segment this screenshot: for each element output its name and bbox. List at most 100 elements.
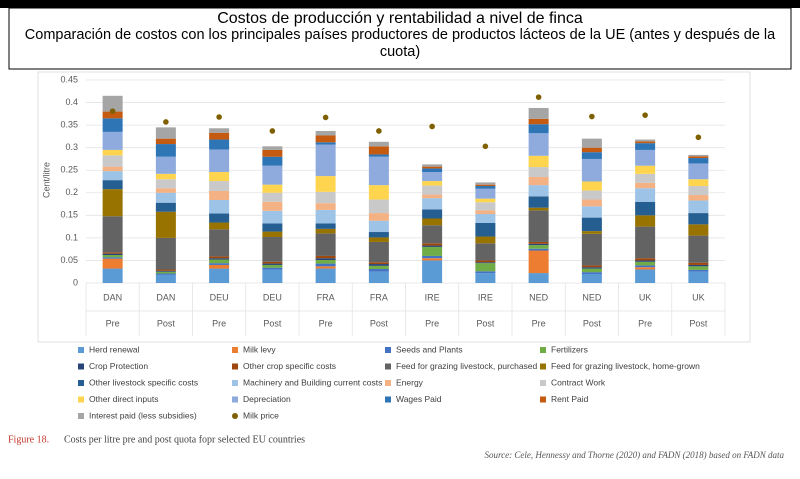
y-tick-label: 0.45 — [60, 74, 78, 84]
bar-segment — [581, 273, 602, 283]
bar-segment — [422, 209, 443, 219]
y-tick-label: 0.3 — [65, 142, 78, 152]
legend-label: Other livestock specific costs — [89, 377, 198, 387]
bar-segment — [155, 269, 176, 271]
bar-segment — [155, 274, 176, 283]
legend-swatch — [232, 396, 238, 403]
legend-swatch — [232, 347, 238, 353]
bar-segment — [102, 257, 123, 259]
chart-title: Costos de producción y rentabilidad a ni… — [217, 10, 583, 27]
bar-segment — [422, 198, 443, 210]
bar-segment — [688, 200, 709, 214]
bar-segment — [315, 263, 336, 267]
legend-swatch — [540, 347, 546, 353]
y-tick-label: 0.15 — [60, 210, 78, 220]
bar-segment — [528, 210, 549, 242]
bar-segment — [688, 156, 709, 159]
bar-segment — [368, 199, 389, 214]
x-tick-label: DAN — [156, 292, 175, 302]
bar-segment — [155, 202, 176, 212]
bar-segment — [581, 268, 602, 273]
bar-segment — [155, 138, 176, 145]
legend-label: Herd renewal — [89, 344, 140, 354]
bar-segment — [475, 188, 496, 199]
x-tick-label: UK — [692, 292, 705, 302]
bar-segment — [315, 258, 336, 260]
x-tick-label: DEU — [263, 292, 282, 302]
x-period-label: Pre — [425, 318, 439, 328]
bar-segment — [635, 269, 656, 283]
bar-segment — [262, 210, 283, 224]
bar-segment — [262, 192, 283, 202]
bar-segment — [635, 139, 656, 142]
y-tick-label: 0.2 — [65, 187, 78, 197]
legend-label: Energy — [396, 377, 424, 387]
bar-segment — [422, 168, 443, 173]
bar-segment — [368, 220, 389, 233]
bar-segment — [368, 262, 389, 265]
bar-segment — [528, 133, 549, 156]
bar-segment — [688, 224, 709, 236]
bar-segment — [155, 211, 176, 238]
y-tick-label: 0 — [73, 277, 78, 287]
bar-segment — [635, 165, 656, 174]
bar-segment — [315, 223, 336, 229]
x-tick-label: FRA — [370, 292, 388, 302]
bar-segment — [422, 255, 443, 259]
bar-segment — [688, 158, 709, 164]
bar-segment — [209, 199, 230, 214]
bar-segment — [688, 179, 709, 187]
bar-segment — [315, 209, 336, 224]
bar-segment — [688, 235, 709, 263]
legend-swatch — [78, 413, 84, 419]
bar-segment — [209, 172, 230, 182]
header-box — [8, 7, 792, 70]
bar-segment — [209, 128, 230, 133]
bar-segment — [315, 255, 336, 259]
bar-segment — [209, 190, 230, 200]
bar-segment — [528, 185, 549, 197]
legend-swatch — [232, 380, 238, 386]
milk-price-point — [322, 114, 329, 121]
bar-segment — [635, 149, 656, 166]
bar-segment — [688, 264, 709, 267]
bar-segment — [315, 228, 336, 234]
bar-segment — [315, 233, 336, 256]
bar-segment — [528, 273, 549, 283]
legend-label: Feed for grazing livestock, home-grown — [551, 361, 700, 371]
bar-segment — [635, 260, 656, 262]
bar-segment — [475, 186, 496, 189]
bar-segment — [262, 149, 283, 157]
bar-segment — [528, 107, 549, 119]
x-tick-label: IRE — [478, 292, 493, 302]
milk-price-point — [535, 94, 542, 100]
bar-segment — [422, 243, 443, 246]
bar-segment — [422, 166, 443, 169]
bar-segment — [209, 222, 230, 230]
bar-segment — [102, 252, 123, 254]
bar-segment — [102, 166, 123, 172]
bar-segment — [581, 199, 602, 207]
bar-segment — [102, 149, 123, 156]
bar-segment — [581, 181, 602, 191]
bar-segment — [102, 155, 123, 167]
bar-segment — [102, 253, 123, 256]
bar-segment — [528, 155, 549, 168]
bar-segment — [262, 146, 283, 150]
milk-price-point — [376, 128, 382, 134]
milk-price-point — [482, 143, 489, 150]
x-tick-label: FRA — [317, 292, 335, 302]
y-axis-label: Cent/litre — [41, 162, 51, 198]
legend-marker — [232, 413, 238, 419]
top-bar — [0, 0, 800, 8]
legend-label: Machinery and Building current costs — [243, 377, 382, 387]
x-period-label: Post — [263, 318, 282, 328]
bar-segment — [475, 236, 496, 244]
bar-segment — [209, 181, 230, 191]
bar-segment — [155, 271, 176, 274]
x-period-label: Post — [157, 318, 176, 328]
bar-segment — [635, 141, 656, 144]
bar-segment — [315, 191, 336, 204]
milk-price-point — [695, 134, 702, 141]
bar-segment — [102, 268, 123, 283]
